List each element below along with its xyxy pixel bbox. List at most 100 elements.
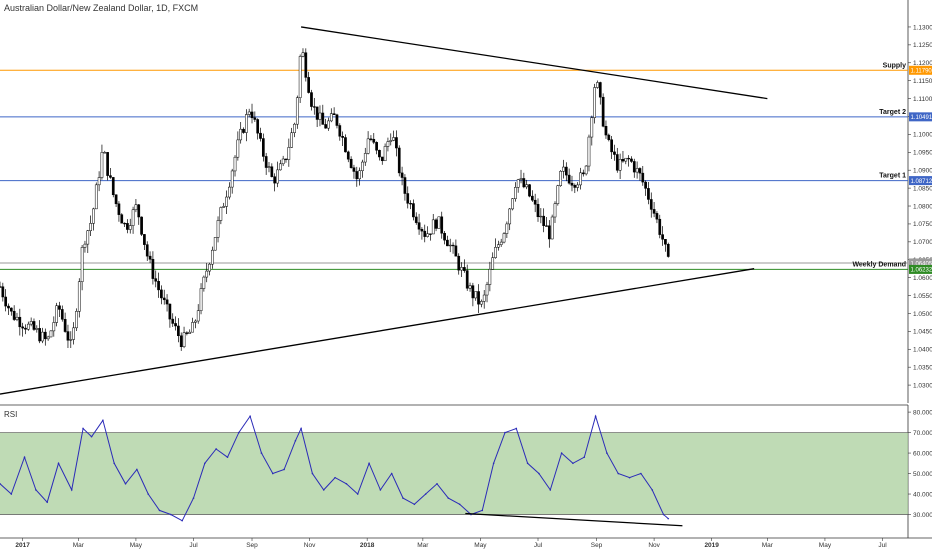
candle-body	[661, 235, 663, 240]
candle-body	[299, 56, 301, 97]
candle-body	[200, 289, 202, 311]
price-tick-label: 1.07000	[913, 239, 932, 246]
candle-body	[183, 333, 185, 347]
candle-body	[475, 291, 477, 297]
price-tick-label: 1.11500	[913, 78, 932, 85]
rsi-tick-label: 30.0000	[913, 512, 932, 519]
candle-body	[409, 203, 411, 204]
price-tick-label: 1.10000	[913, 132, 932, 139]
candle-body	[543, 216, 545, 226]
time-tick-label: Sep	[246, 542, 258, 549]
candle-body	[531, 196, 533, 200]
candle-body	[387, 142, 389, 147]
candle-body	[625, 158, 627, 161]
candle-body	[234, 157, 236, 171]
rsi-point	[538, 473, 540, 475]
candle-body	[19, 317, 21, 327]
candle-body	[274, 177, 276, 183]
rsi-point	[504, 432, 506, 434]
candle-body	[217, 220, 219, 237]
candle-body	[412, 204, 414, 217]
candle-body	[39, 328, 41, 341]
candles	[0, 48, 669, 351]
candle-body	[322, 113, 324, 124]
candle-body	[350, 159, 352, 168]
candle-body	[633, 161, 635, 172]
price-tick-label: 1.07500	[913, 221, 932, 228]
candle-body	[486, 285, 488, 295]
candle-body	[395, 137, 397, 148]
rsi-point	[102, 419, 104, 421]
candle-body	[61, 309, 63, 319]
candle-body	[98, 178, 100, 185]
candle-body	[211, 250, 213, 264]
candle-body	[10, 308, 12, 311]
candle-body	[310, 93, 312, 107]
candle-body	[642, 173, 644, 182]
candle-body	[480, 301, 482, 304]
candle-body	[574, 185, 576, 187]
candle-body	[24, 328, 26, 329]
candle-body	[384, 146, 386, 160]
candle-body	[115, 195, 117, 204]
candle-body	[551, 217, 553, 239]
candle-body	[251, 112, 253, 118]
candle-body	[30, 321, 32, 324]
rsi-point	[46, 501, 48, 503]
candle-body	[407, 194, 409, 204]
candle-body	[174, 323, 176, 326]
candle-body	[138, 205, 140, 217]
candle-body	[135, 205, 137, 210]
time-tick-label: 2017	[15, 542, 30, 549]
candle-body	[373, 139, 375, 142]
price-tick-label: 1.09500	[913, 150, 932, 157]
candle-body	[186, 333, 188, 334]
candle-body	[308, 77, 310, 92]
candle-body	[449, 245, 451, 246]
candle-body	[545, 226, 547, 227]
rsi-point	[295, 440, 297, 442]
candle-body	[92, 209, 94, 224]
candle-body	[619, 159, 621, 170]
candle-body	[452, 245, 454, 246]
time-tick-label: Mar	[73, 542, 85, 549]
rsi-point	[448, 497, 450, 499]
price-tick-label: 1.06000	[913, 275, 932, 282]
candle-body	[118, 204, 120, 215]
candle-body	[577, 185, 579, 188]
candle-body	[356, 171, 358, 178]
candle-body	[146, 245, 148, 256]
rsi-point	[402, 497, 404, 499]
price-tick-label: 1.08000	[913, 203, 932, 210]
candle-body	[441, 217, 443, 233]
candle-body	[424, 231, 426, 236]
level-label: Weekly Demand	[852, 261, 906, 268]
candle-body	[500, 242, 502, 245]
rsi-point	[617, 473, 619, 475]
candle-body	[568, 175, 570, 183]
candle-body	[160, 290, 162, 298]
candle-body	[608, 135, 610, 140]
candle-body	[2, 287, 4, 297]
candle-body	[248, 112, 250, 115]
level-price-tag-text: 1.06232	[911, 268, 932, 274]
rsi-point	[515, 428, 517, 430]
candle-body	[347, 152, 349, 159]
candle-body	[41, 332, 43, 341]
candle-body	[313, 107, 315, 108]
candle-body	[143, 234, 145, 244]
candle-body	[458, 256, 460, 270]
price-tick-label: 1.04500	[913, 329, 932, 336]
candle-body	[506, 224, 508, 234]
candle-body	[259, 133, 261, 138]
candle-body	[463, 267, 465, 270]
candle-body	[514, 187, 516, 198]
candle-body	[240, 129, 242, 140]
candle-body	[418, 223, 420, 230]
candle-body	[489, 269, 491, 284]
rsi-point	[368, 463, 370, 465]
candle-body	[342, 136, 344, 137]
candle-body	[548, 226, 550, 239]
candle-body	[228, 187, 230, 197]
